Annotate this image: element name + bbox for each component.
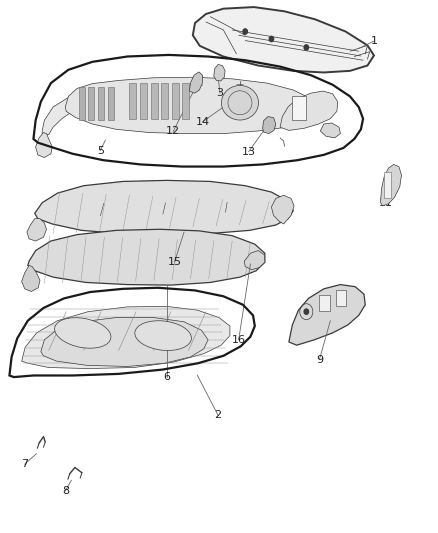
Text: 2: 2 [215, 410, 222, 421]
Text: 16: 16 [232, 335, 246, 345]
Polygon shape [289, 285, 365, 345]
Text: 15: 15 [167, 257, 181, 267]
Polygon shape [214, 64, 225, 81]
Ellipse shape [221, 85, 258, 120]
Text: 1: 1 [371, 36, 378, 46]
Polygon shape [41, 318, 208, 367]
Circle shape [304, 309, 308, 314]
Text: 6: 6 [163, 372, 170, 382]
Text: 11: 11 [379, 198, 393, 208]
Polygon shape [381, 165, 402, 206]
Circle shape [304, 45, 308, 50]
Polygon shape [272, 195, 294, 224]
Polygon shape [161, 83, 168, 119]
Polygon shape [141, 83, 148, 119]
Polygon shape [320, 123, 340, 138]
Circle shape [269, 36, 274, 42]
Text: 9: 9 [316, 354, 323, 365]
Polygon shape [88, 87, 94, 120]
Polygon shape [65, 77, 319, 134]
Polygon shape [244, 251, 265, 270]
Polygon shape [151, 83, 158, 119]
Circle shape [243, 29, 247, 34]
Polygon shape [35, 133, 52, 158]
Text: 14: 14 [195, 117, 209, 127]
Polygon shape [384, 172, 392, 198]
Polygon shape [263, 117, 276, 134]
Polygon shape [292, 96, 306, 120]
Bar [319, 295, 330, 311]
Ellipse shape [55, 318, 111, 348]
Polygon shape [172, 83, 179, 119]
Polygon shape [27, 219, 46, 241]
Polygon shape [21, 306, 230, 368]
Polygon shape [79, 87, 85, 120]
Text: 8: 8 [62, 486, 69, 496]
Polygon shape [21, 265, 40, 292]
Text: 12: 12 [166, 126, 180, 136]
Text: 13: 13 [242, 147, 256, 157]
Text: 7: 7 [21, 459, 28, 469]
Text: 5: 5 [97, 146, 104, 156]
Polygon shape [28, 229, 265, 285]
Polygon shape [182, 83, 189, 119]
Polygon shape [193, 7, 374, 72]
Ellipse shape [135, 321, 191, 351]
Polygon shape [280, 91, 338, 131]
Polygon shape [130, 83, 137, 119]
Polygon shape [42, 90, 119, 135]
Bar [336, 290, 346, 306]
Polygon shape [108, 87, 114, 120]
Polygon shape [35, 180, 293, 235]
Polygon shape [98, 87, 104, 120]
Polygon shape [189, 72, 202, 93]
Text: 3: 3 [216, 88, 223, 98]
